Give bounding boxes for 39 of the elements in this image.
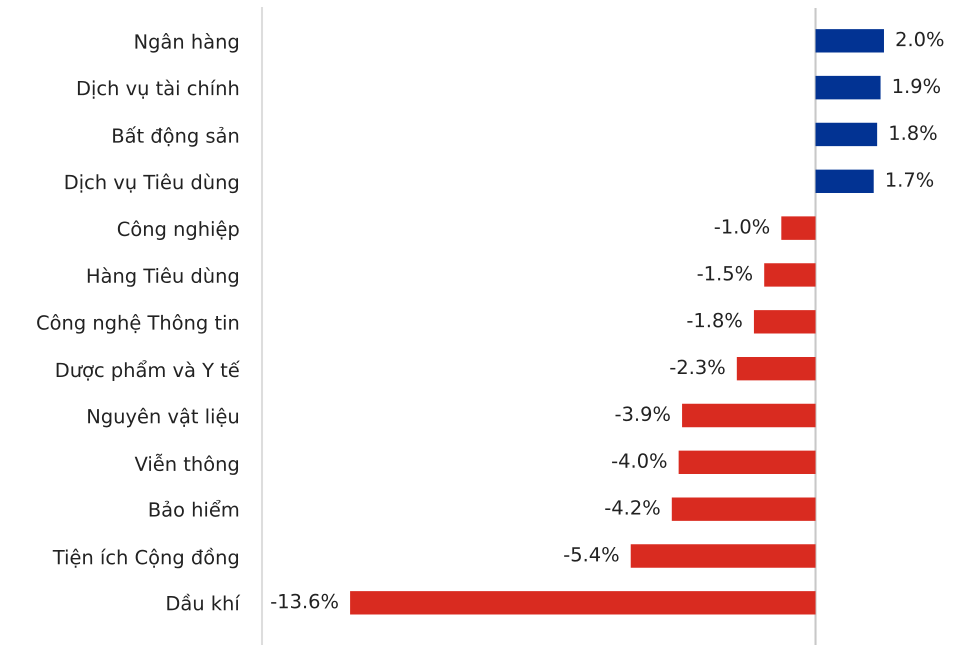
y-tick-label: Bảo hiểm bbox=[150, 500, 238, 517]
y-tick-label: Công nghệ Thông tin bbox=[37, 314, 238, 334]
data-label: -5.4% bbox=[564, 546, 619, 562]
y-tick-label: Tiện ích Cộng đồng bbox=[52, 548, 238, 568]
data-label: 1.8% bbox=[890, 125, 937, 140]
bar bbox=[781, 216, 816, 240]
y-tick-label: Viễn thông bbox=[134, 454, 238, 475]
y-tick-label: Dịch vụ tài chính bbox=[78, 80, 238, 99]
data-label: -1.8% bbox=[687, 312, 742, 328]
y-tick-label: Hàng Tiêu dùng bbox=[88, 267, 238, 287]
y-tick-label: Công nghiệp bbox=[118, 220, 239, 240]
bar bbox=[816, 170, 874, 194]
bar bbox=[682, 404, 816, 428]
data-label: 1.9% bbox=[894, 78, 940, 94]
data-label: -3.9% bbox=[615, 406, 670, 422]
data-label: -1.0% bbox=[714, 219, 770, 234]
bar bbox=[350, 591, 816, 615]
bar bbox=[672, 497, 816, 521]
y-tick-label: Bất động sản bbox=[113, 126, 238, 147]
y-tick-label: Dầu khí bbox=[167, 594, 240, 611]
data-label: 2.0% bbox=[896, 32, 944, 46]
data-label: -2.3% bbox=[670, 360, 725, 374]
bar bbox=[736, 356, 816, 380]
data-label: 1.7% bbox=[886, 172, 934, 187]
y-tick-label: Nguyên vật liệu bbox=[88, 408, 238, 428]
y-tick-label: Dịch vụ Tiêu dùng bbox=[66, 174, 238, 194]
data-label: -13.6% bbox=[271, 594, 338, 608]
bar bbox=[630, 544, 816, 568]
y-tick-label: Ngân hàng bbox=[135, 33, 238, 53]
bar bbox=[816, 122, 878, 146]
bar bbox=[816, 76, 881, 100]
data-label: -1.5% bbox=[698, 266, 752, 281]
data-label: -4.2% bbox=[605, 500, 660, 515]
bar bbox=[764, 263, 816, 287]
bar bbox=[816, 29, 884, 52]
bar bbox=[754, 310, 816, 334]
bar bbox=[678, 450, 816, 474]
data-label: -4.0% bbox=[612, 453, 666, 468]
y-tick-label: Dược phẩm và Y tế bbox=[56, 360, 240, 382]
